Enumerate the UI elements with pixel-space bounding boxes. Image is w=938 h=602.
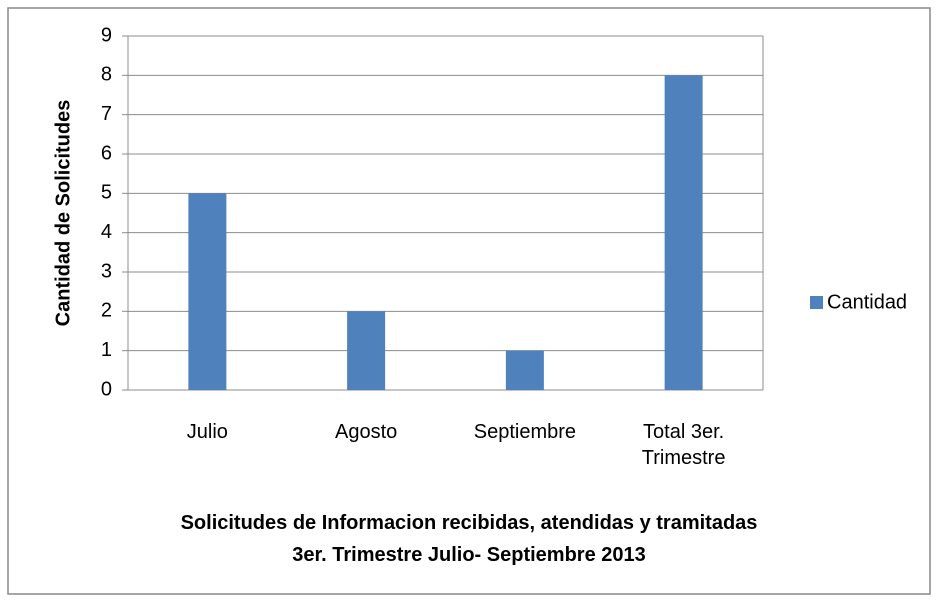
y-tick-label: 4 bbox=[101, 221, 112, 243]
y-tick-label: 8 bbox=[101, 64, 112, 86]
x-tick-label: Julio bbox=[186, 421, 228, 443]
x-tick-label: Agosto bbox=[334, 421, 398, 443]
y-axis-label: Cantidad de Solicitudes bbox=[52, 100, 74, 327]
y-tick-label: 7 bbox=[101, 103, 112, 125]
bar bbox=[347, 311, 386, 390]
chart-subtitle: 3er. Trimestre Julio- Septiembre 2013 bbox=[292, 544, 646, 566]
y-tick-label: 1 bbox=[101, 339, 112, 361]
bar bbox=[505, 350, 544, 390]
bar bbox=[664, 75, 703, 390]
bar bbox=[188, 193, 227, 390]
legend-label: Cantidad bbox=[827, 291, 907, 313]
x-tick-label: Septiembre bbox=[473, 421, 577, 443]
chart-title: Solicitudes de Informacion recibidas, at… bbox=[180, 512, 758, 534]
y-tick-label: 9 bbox=[101, 24, 112, 46]
y-tick-label: 3 bbox=[101, 260, 112, 282]
y-tick-label: 2 bbox=[101, 300, 112, 322]
y-tick-label: 6 bbox=[101, 142, 112, 164]
x-tick-label: Total 3er. Trimestre bbox=[641, 421, 726, 469]
y-tick-label: 5 bbox=[101, 182, 112, 204]
chart-border bbox=[7, 7, 931, 595]
y-tick-label: 0 bbox=[101, 378, 112, 400]
legend-swatch bbox=[810, 296, 823, 309]
